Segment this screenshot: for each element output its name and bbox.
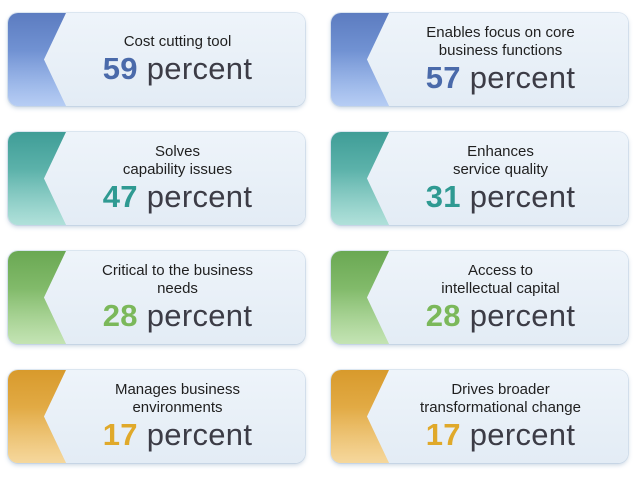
card-unit: percent <box>146 51 253 86</box>
card-number: 28 <box>425 298 461 333</box>
card-unit: percent <box>469 417 576 452</box>
card-transformational-change: Drives broader transformational change 1… <box>331 370 628 463</box>
card-label: Critical to the business needs <box>102 262 253 297</box>
card-number: 17 <box>102 417 138 452</box>
card-value: 17 percent <box>426 418 576 452</box>
card-content: Cost cutting tool 59 percent <box>58 13 297 106</box>
card-business-environments: Manages business environments 17 percent <box>8 370 305 463</box>
card-label: Drives broader transformational change <box>420 381 581 416</box>
card-content: Manages business environments 17 percent <box>58 370 297 463</box>
card-label: Solves capability issues <box>122 143 233 178</box>
card-number: 17 <box>425 417 461 452</box>
card-value: 17 percent <box>103 418 253 452</box>
card-number: 28 <box>102 298 138 333</box>
card-core-focus: Enables focus on core business functions… <box>331 13 628 106</box>
card-unit: percent <box>146 298 253 333</box>
card-service-quality: Enhances service quality 31 percent <box>331 132 628 225</box>
card-unit: percent <box>469 179 576 214</box>
card-label: Access to intellectual capital <box>441 262 560 297</box>
card-cost-cutting: Cost cutting tool 59 percent <box>8 13 305 106</box>
card-value: 47 percent <box>103 180 253 214</box>
card-content: Critical to the business needs 28 percen… <box>58 251 297 344</box>
card-number: 47 <box>102 179 138 214</box>
card-label: Enhances service quality <box>452 143 549 178</box>
card-number: 31 <box>425 179 461 214</box>
card-unit: percent <box>146 179 253 214</box>
card-value: 28 percent <box>426 299 576 333</box>
card-number: 59 <box>102 51 138 86</box>
card-content: Drives broader transformational change 1… <box>381 370 620 463</box>
card-business-needs: Critical to the business needs 28 percen… <box>8 251 305 344</box>
card-capability-issues: Solves capability issues 47 percent <box>8 132 305 225</box>
card-content: Enhances service quality 31 percent <box>381 132 620 225</box>
card-content: Enables focus on core business functions… <box>381 13 620 106</box>
card-value: 31 percent <box>426 180 576 214</box>
card-label: Enables focus on core business functions <box>426 24 575 59</box>
card-intellectual-capital: Access to intellectual capital 28 percen… <box>331 251 628 344</box>
card-content: Solves capability issues 47 percent <box>58 132 297 225</box>
card-value: 28 percent <box>103 299 253 333</box>
card-content: Access to intellectual capital 28 percen… <box>381 251 620 344</box>
card-unit: percent <box>469 298 576 333</box>
card-value: 57 percent <box>426 61 576 95</box>
card-value: 59 percent <box>103 52 253 86</box>
card-label: Manages business environments <box>114 381 241 416</box>
card-unit: percent <box>469 60 576 95</box>
card-number: 57 <box>425 60 461 95</box>
card-unit: percent <box>146 417 253 452</box>
card-label: Cost cutting tool <box>123 33 232 50</box>
